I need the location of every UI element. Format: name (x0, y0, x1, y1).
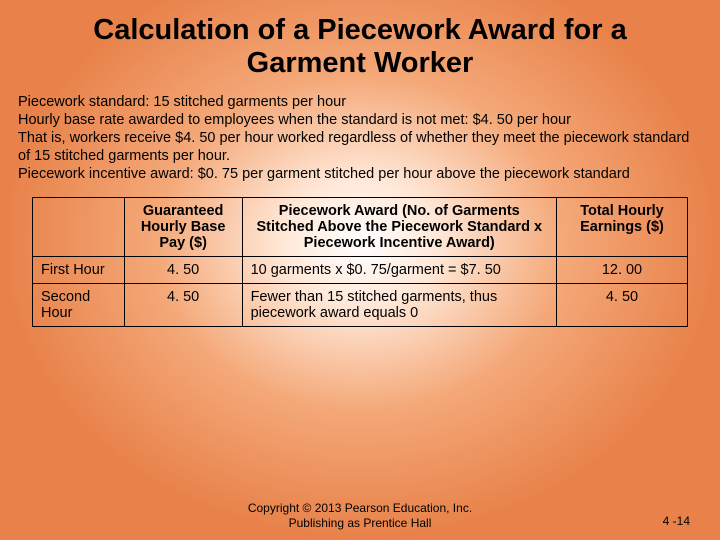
table-header-row: Guaranteed Hourly Base Pay ($) Piecework… (33, 198, 688, 257)
intro-line: Hourly base rate awarded to employees wh… (18, 111, 702, 129)
intro-block: Piecework standard: 15 stitched garments… (0, 89, 720, 184)
cell-award: 10 garments x $0. 75/garment = $7. 50 (242, 257, 556, 284)
page-title: Calculation of a Piecework Award for a G… (0, 0, 720, 89)
header-piecework-award: Piecework Award (No. of Garments Stitche… (242, 198, 556, 257)
header-blank (33, 198, 125, 257)
page-number: 4 -14 (663, 514, 690, 528)
table-row: First Hour 4. 50 10 garments x $0. 75/ga… (33, 257, 688, 284)
cell-award: Fewer than 15 stitched garments, thus pi… (242, 284, 556, 327)
table-row: Second Hour 4. 50 Fewer than 15 stitched… (33, 284, 688, 327)
cell-base-pay: 4. 50 (124, 284, 242, 327)
intro-line: That is, workers receive $4. 50 per hour… (18, 129, 702, 165)
cell-base-pay: 4. 50 (124, 257, 242, 284)
cell-total: 4. 50 (556, 284, 687, 327)
cell-total: 12. 00 (556, 257, 687, 284)
cell-period: Second Hour (33, 284, 125, 327)
header-base-pay: Guaranteed Hourly Base Pay ($) (124, 198, 242, 257)
intro-line: Piecework incentive award: $0. 75 per ga… (18, 165, 702, 183)
copyright-text: Copyright © 2013 Pearson Education, Inc.… (220, 501, 500, 530)
cell-period: First Hour (33, 257, 125, 284)
piecework-table: Guaranteed Hourly Base Pay ($) Piecework… (32, 197, 688, 327)
footer: Copyright © 2013 Pearson Education, Inc.… (0, 501, 720, 530)
header-total-earnings: Total Hourly Earnings ($) (556, 198, 687, 257)
intro-line: Piecework standard: 15 stitched garments… (18, 93, 702, 111)
table-container: Guaranteed Hourly Base Pay ($) Piecework… (0, 183, 720, 327)
